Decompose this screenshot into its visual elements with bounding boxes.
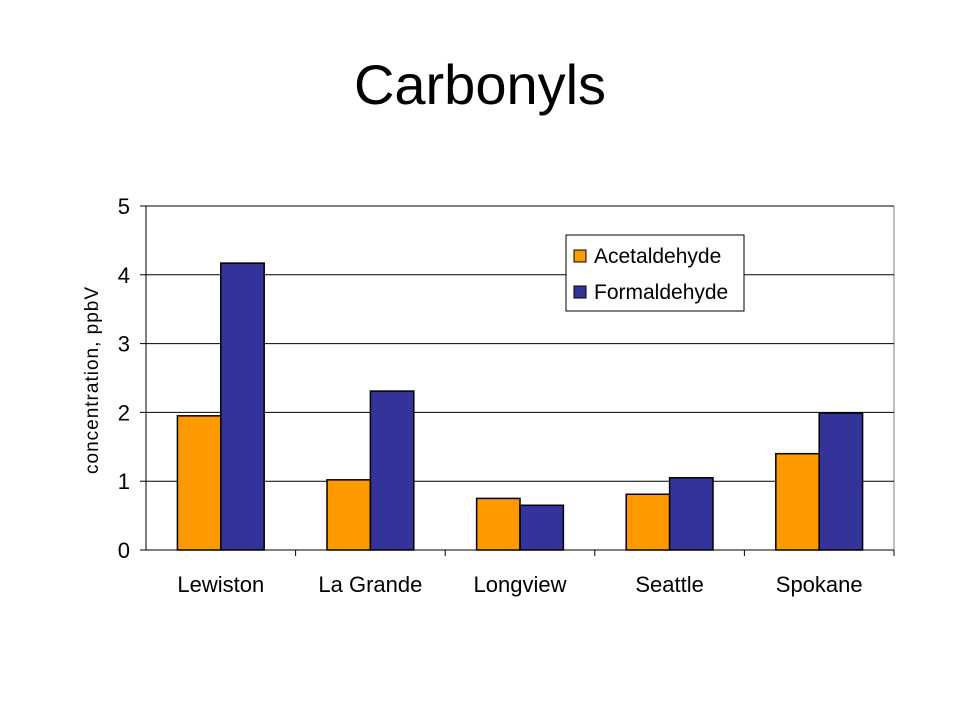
legend: Acetaldehyde Formaldehyde — [565, 234, 745, 312]
legend-box — [565, 234, 745, 312]
bar-formaldehyde-seattle — [668, 477, 714, 551]
y-tick-label: 1 — [118, 469, 130, 494]
bar-acetaldehyde-la-grande — [326, 479, 372, 551]
y-axis-label: concentration, ppbV — [82, 286, 103, 474]
y-tick-label: 4 — [118, 263, 130, 288]
axes: 0 1 2 3 4 5 Lewiston La Grande Longview Seattle Sp… — [118, 194, 895, 597]
bar-formaldehyde-lewiston — [220, 262, 265, 551]
y-tick-label: 0 — [118, 538, 130, 563]
bar-formaldehyde-la-grande — [369, 390, 415, 551]
bar-acetaldehyde-seattle — [625, 493, 671, 551]
plot-area — [145, 205, 895, 551]
bar-acetaldehyde-lewiston — [176, 415, 222, 551]
y-tick-label: 3 — [118, 332, 130, 357]
bar-formaldehyde-spokane — [818, 412, 864, 551]
gridlines — [146, 205, 894, 482]
y-tick-label: 5 — [118, 194, 130, 219]
x-tick-label: Longview — [474, 572, 567, 597]
bar-acetaldehyde-longview — [475, 497, 521, 551]
x-tick-label: Seattle — [635, 572, 704, 597]
bars — [176, 262, 864, 551]
x-tick-label: Lewiston — [177, 572, 264, 597]
x-tick-label: Spokane — [776, 572, 863, 597]
bar-formaldehyde-longview — [519, 504, 565, 551]
legend-swatch-acetaldehyde — [573, 249, 587, 263]
slide-title: Carbonyls — [353, 53, 607, 116]
legend-label-acetaldehyde: Acetaldehyde — [594, 245, 721, 268]
legend-swatch-formaldehyde — [573, 285, 587, 299]
x-tick-label: La Grande — [318, 572, 422, 597]
y-tick-label: 2 — [118, 400, 130, 425]
legend-label-formaldehyde: Formaldehyde — [594, 281, 728, 304]
bar-acetaldehyde-spokane — [775, 452, 820, 551]
